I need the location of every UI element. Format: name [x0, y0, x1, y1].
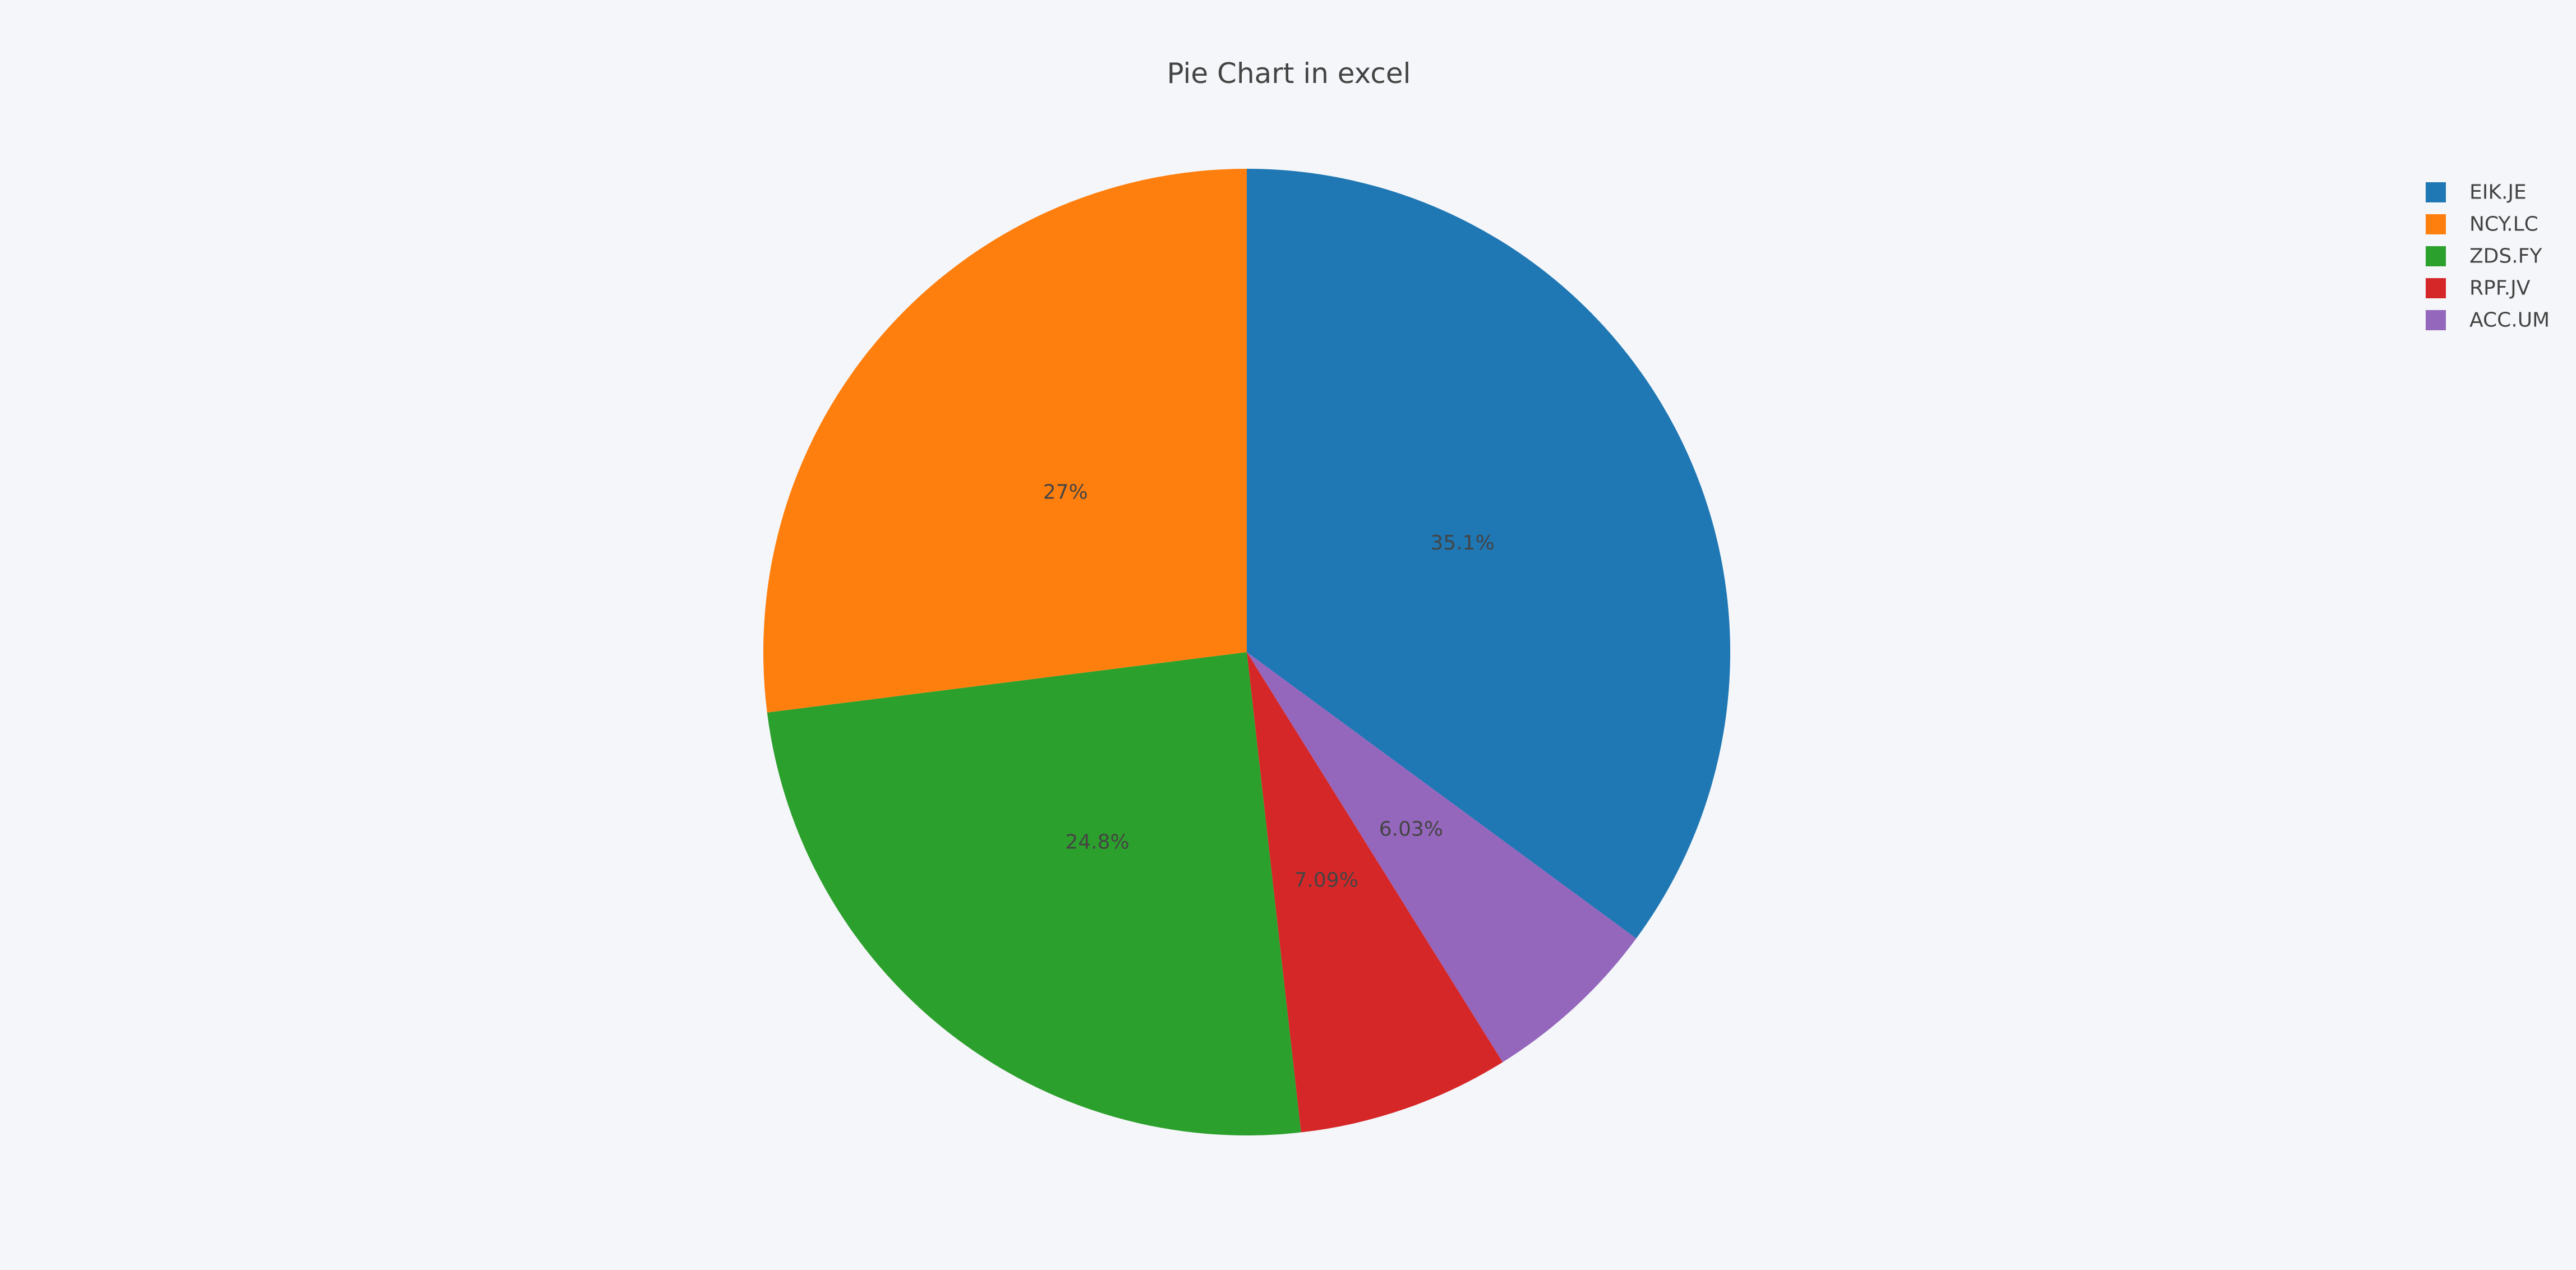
slice-label-ncy-lc: 27%: [1043, 481, 1088, 504]
legend-label: ZDS.FY: [2469, 245, 2542, 268]
pie-slice-zds-fy[interactable]: [767, 652, 1301, 1135]
legend-label: EIK.JE: [2469, 181, 2527, 204]
legend-item-acc-um[interactable]: ACC.UM: [2426, 309, 2550, 332]
legend: EIK.JE NCY.LC ZDS.FY RPF.JV ACC.UM: [2426, 181, 2550, 332]
slice-label-rpf-jv: 7.09%: [1294, 869, 1358, 892]
pie-slice-labels: 35.1% 6.03% 7.09% 24.8% 27%: [1043, 481, 1495, 892]
pie-slices: [763, 169, 1730, 1135]
slice-label-acc-um: 6.03%: [1379, 818, 1443, 841]
legend-swatch: [2426, 214, 2446, 234]
legend-swatch: [2426, 310, 2446, 330]
pie-slice-eik-je[interactable]: [1247, 169, 1730, 939]
slice-label-eik-je: 35.1%: [1430, 532, 1494, 555]
legend-item-eik-je[interactable]: EIK.JE: [2426, 181, 2527, 204]
pie-slice-rpf-jv[interactable]: [1247, 652, 1503, 1133]
legend-item-zds-fy[interactable]: ZDS.FY: [2426, 245, 2542, 268]
legend-swatch: [2426, 278, 2446, 298]
legend-swatch: [2426, 246, 2446, 266]
pie-slice-acc-um[interactable]: [1247, 652, 1637, 1063]
chart-title: Pie Chart in excel: [1167, 57, 1411, 90]
legend-label: ACC.UM: [2469, 309, 2550, 332]
legend-label: RPF.JV: [2469, 277, 2531, 300]
legend-swatch: [2426, 182, 2446, 202]
legend-item-ncy-lc[interactable]: NCY.LC: [2426, 213, 2538, 236]
legend-label: NCY.LC: [2469, 213, 2538, 236]
legend-item-rpf-jv[interactable]: RPF.JV: [2426, 277, 2531, 300]
slice-label-zds-fy: 24.8%: [1065, 830, 1129, 853]
pie-slice-ncy-lc[interactable]: [763, 169, 1247, 713]
